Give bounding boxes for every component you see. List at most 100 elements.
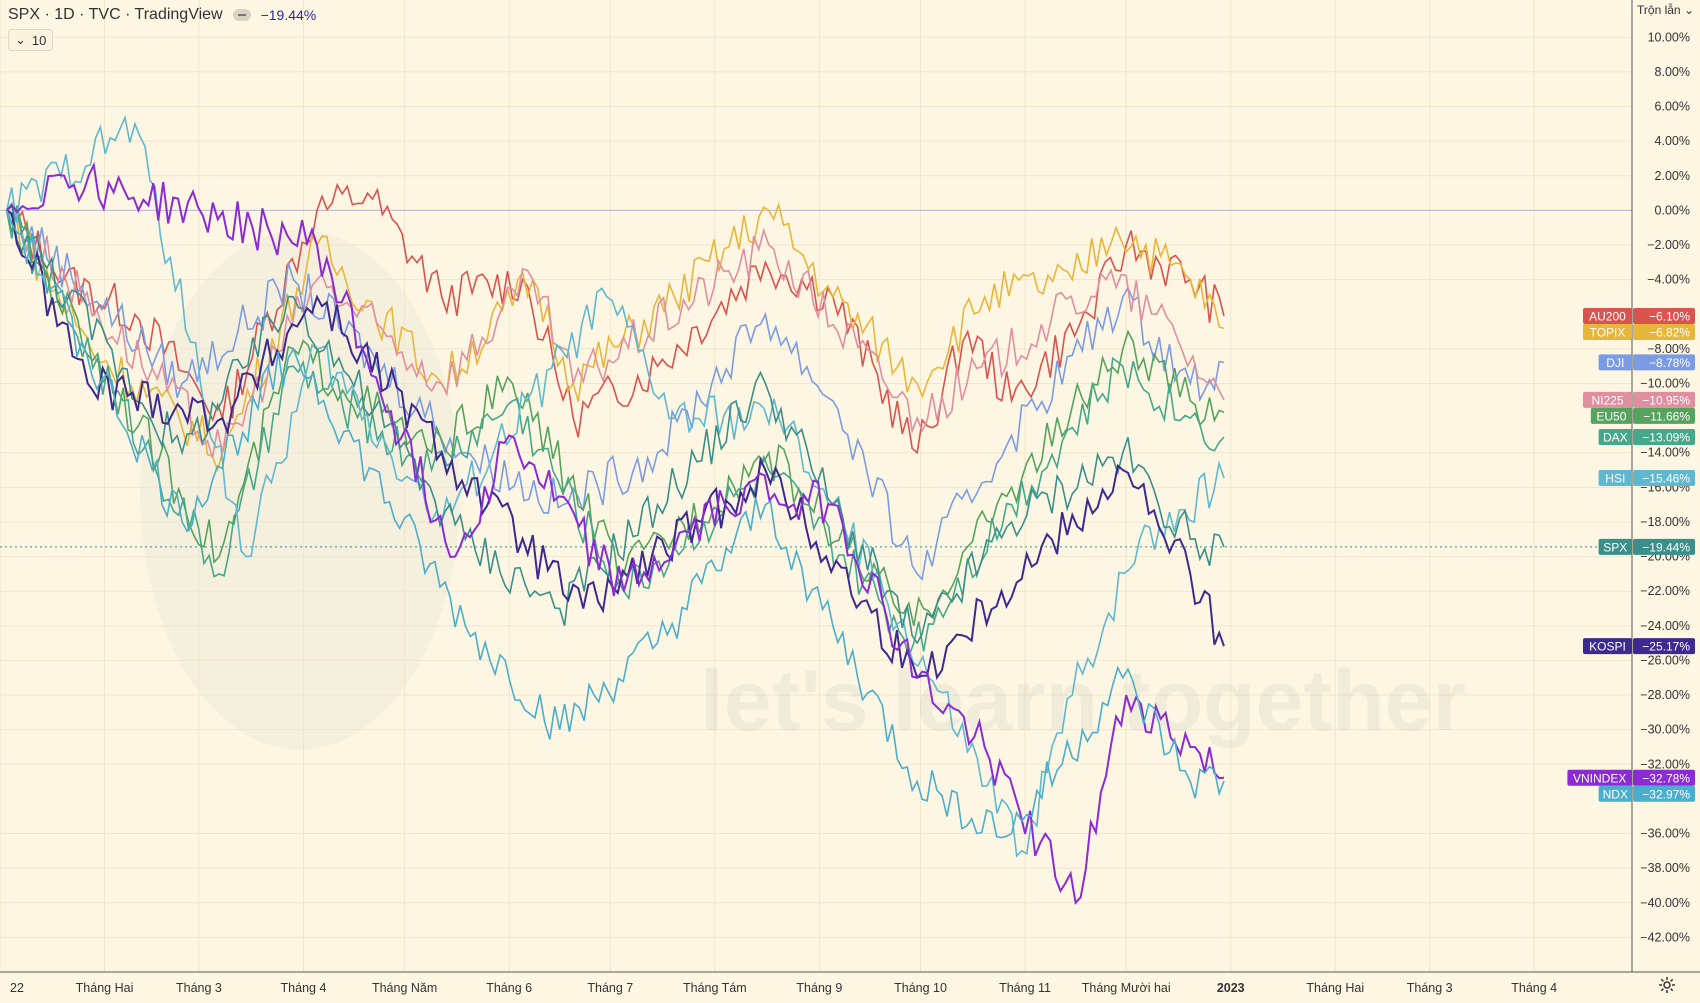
badge-name: NDX: [1603, 787, 1628, 801]
y-tick-label: 2.00%: [1655, 169, 1690, 183]
badge-name-bg: [1583, 391, 1632, 408]
series-badge-au200[interactable]: AU200 −6.10%: [1583, 307, 1695, 324]
badge-value-bg: [1633, 307, 1695, 324]
chevron-down-icon: ⌄: [1683, 3, 1694, 17]
badge-name-bg: [1567, 769, 1632, 786]
x-tick-label: 22: [10, 981, 24, 995]
series-badge-kospi[interactable]: KOSPI −25.17%: [1583, 638, 1695, 655]
series-line-eu50[interactable]: [5, 208, 1225, 626]
badge-value-bg: [1633, 323, 1695, 340]
series-badge-vnindex[interactable]: VNINDEX −32.78%: [1567, 769, 1695, 786]
badge-name-bg: [1598, 469, 1632, 486]
collapse-legend-button[interactable]: ⌄ 10: [8, 29, 54, 51]
series-line-dji[interactable]: [6, 207, 1225, 582]
x-tick-label: Tháng 3: [176, 981, 222, 995]
badge-name: EU50: [1596, 409, 1626, 423]
series-line-ni225[interactable]: [5, 206, 1225, 459]
series-badge-eu50[interactable]: EU50 −11.66%: [1590, 407, 1695, 424]
y-tick-label: 8.00%: [1655, 65, 1690, 79]
y-tick-label: −22.00%: [1640, 584, 1690, 598]
badge-name-bg: [1598, 428, 1632, 445]
badge-value: −10.95%: [1642, 393, 1690, 407]
badge-name: AU200: [1589, 309, 1626, 323]
y-tick-label: 0.00%: [1655, 203, 1690, 217]
series-badge-spx[interactable]: SPX −19.44%: [1598, 538, 1695, 555]
badge-value: −32.78%: [1642, 771, 1690, 785]
badge-value-bg: [1633, 469, 1695, 486]
x-tick-label: Tháng Năm: [372, 981, 437, 995]
badge-value-bg: [1633, 428, 1695, 445]
x-tick-label: Tháng 10: [894, 981, 947, 995]
badge-name: HSI: [1605, 471, 1625, 485]
watermark-logo: [140, 230, 460, 750]
badge-name-bg: [1598, 785, 1632, 802]
badge-name: DAX: [1603, 430, 1628, 444]
x-tick-label: Tháng 7: [587, 981, 633, 995]
badge-value: −13.09%: [1642, 430, 1690, 444]
badge-name-bg: [1598, 538, 1632, 555]
badge-value: −11.66%: [1643, 409, 1690, 423]
symbol-title: SPX · 1D · TVC · TradingView: [8, 6, 223, 23]
badge-name-bg: [1583, 323, 1632, 340]
y-tick-label: −18.00%: [1640, 515, 1690, 529]
y-tick-label: −38.00%: [1640, 861, 1690, 875]
badge-name: TOPIX: [1590, 325, 1626, 339]
scale-mode-label: Trộn lẫn: [1637, 3, 1681, 17]
chart-header: SPX · 1D · TVC · TradingView −19.44%: [8, 4, 316, 26]
badge-value-bg: [1633, 638, 1695, 655]
y-tick-label: −10.00%: [1640, 376, 1690, 390]
y-tick-label: −14.00%: [1640, 446, 1690, 460]
x-tick-label: Tháng 3: [1407, 981, 1453, 995]
x-tick-label: Tháng Mười hai: [1082, 981, 1171, 995]
badge-name-bg: [1583, 638, 1632, 655]
x-tick-label: Tháng Hai: [76, 981, 134, 995]
badge-value: −6.82%: [1649, 325, 1690, 339]
badge-name-bg: [1598, 354, 1632, 371]
time-axis-bg: [0, 972, 1700, 1003]
badge-name: NI225: [1591, 393, 1623, 407]
badge-value-bg: [1633, 407, 1695, 424]
series-badge-dax[interactable]: DAX −13.09%: [1598, 428, 1695, 445]
badge-value-bg: [1633, 769, 1695, 786]
badge-name-bg: [1590, 407, 1632, 424]
y-tick-label: −28.00%: [1640, 688, 1690, 702]
x-tick-label: Tháng 6: [486, 981, 532, 995]
x-tick-label: Tháng 4: [281, 981, 327, 995]
legend-count: 10: [31, 32, 47, 48]
series-line-vnindex[interactable]: [6, 161, 1225, 905]
y-tick-label: −36.00%: [1640, 827, 1690, 841]
badge-value: −25.17%: [1642, 640, 1690, 654]
badge-name: KOSPI: [1589, 640, 1626, 654]
scale-mode-selector[interactable]: Trộn lẫn ⌄: [1637, 3, 1694, 17]
y-tick-label: −30.00%: [1640, 723, 1690, 737]
series-line-kospi[interactable]: [6, 209, 1225, 681]
series-line-au200[interactable]: [6, 182, 1225, 455]
x-tick-label: Tháng 9: [796, 981, 842, 995]
x-tick-label: Tháng 4: [1511, 981, 1557, 995]
badge-value: −19.44%: [1642, 540, 1690, 554]
series-line-ndx[interactable]: [5, 210, 1225, 839]
series-line-topix[interactable]: [6, 201, 1225, 473]
chevron-down-icon: ⌄: [15, 32, 26, 47]
price-axis-bg: [1632, 0, 1700, 972]
series-badge-hsi[interactable]: HSI −15.46%: [1598, 469, 1695, 486]
series-badge-topix[interactable]: TOPIX −6.82%: [1583, 323, 1695, 340]
badge-name: VNINDEX: [1573, 771, 1626, 785]
y-tick-label: −40.00%: [1640, 896, 1690, 910]
badge-value-bg: [1633, 391, 1695, 408]
y-tick-label: −42.00%: [1640, 930, 1690, 944]
badge-value: −32.97%: [1642, 787, 1690, 801]
hide-icon[interactable]: [232, 9, 251, 21]
settings-button[interactable]: [1656, 974, 1678, 996]
y-tick-label: −32.00%: [1640, 757, 1690, 771]
series-badge-dji[interactable]: DJI −8.78%: [1598, 354, 1695, 371]
x-tick-label: Tháng Hai: [1306, 981, 1364, 995]
x-tick-label: Tháng Tám: [683, 981, 747, 995]
series-line-spx[interactable]: [6, 201, 1225, 645]
series-badge-ndx[interactable]: NDX −32.97%: [1598, 785, 1695, 802]
series-badge-ni225[interactable]: NI225 −10.95%: [1583, 391, 1695, 408]
x-tick-label: 2023: [1217, 981, 1245, 995]
badge-value: −15.46%: [1642, 471, 1690, 485]
badge-name: DJI: [1606, 356, 1624, 370]
